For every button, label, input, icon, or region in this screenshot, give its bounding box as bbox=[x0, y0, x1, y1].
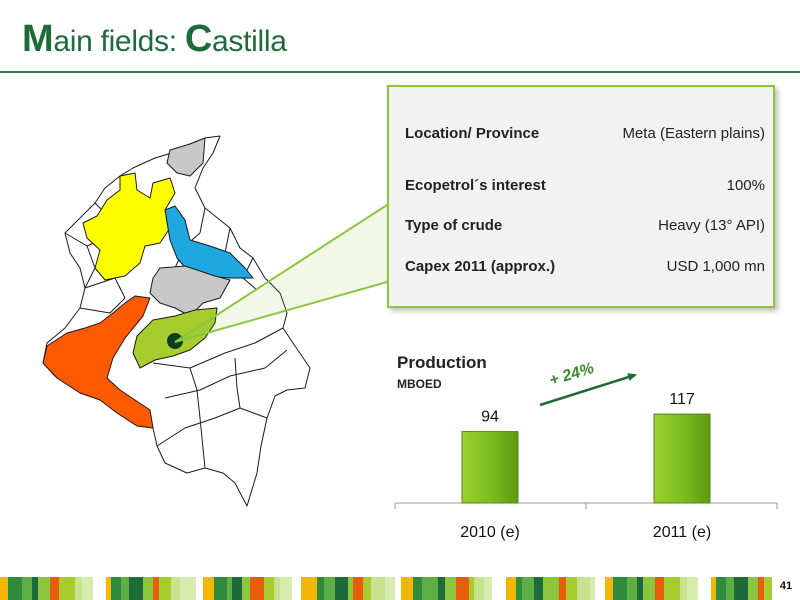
production-bar-0 bbox=[461, 431, 519, 504]
info-label-interest: Ecopetrol´s interest bbox=[405, 177, 546, 194]
info-value-interest: 100% bbox=[726, 177, 765, 194]
title-divider bbox=[0, 71, 800, 73]
callout-line-bottom bbox=[174, 281, 388, 343]
bar-value-label-1: 117 bbox=[669, 391, 695, 408]
production-title: Production bbox=[397, 353, 487, 372]
growth-arrow bbox=[539, 373, 637, 407]
production-bar-chart: 94 2010 (e) 117 2011 (e) + 24% bbox=[394, 360, 778, 541]
info-row-crude: Type of crude Heavy (13° API) bbox=[405, 217, 765, 234]
region-gray-north bbox=[166, 137, 206, 177]
page-number: 41 bbox=[779, 580, 793, 592]
info-row-capex: Capex 2011 (approx.) USD 1,000 mn bbox=[405, 258, 765, 275]
info-row-interest: Ecopetrol´s interest 100% bbox=[405, 177, 765, 194]
footer-color-strip bbox=[0, 577, 772, 600]
category-label-0: 2010 (e) bbox=[460, 524, 520, 541]
growth-label: + 24% bbox=[547, 360, 596, 390]
info-label-capex: Capex 2011 (approx.) bbox=[405, 258, 556, 275]
region-orange bbox=[42, 295, 154, 429]
colombia-map bbox=[42, 135, 311, 507]
callout-line-top bbox=[174, 204, 388, 343]
info-label-location: Location/ Province bbox=[405, 125, 540, 142]
title-second-letter: C bbox=[184, 18, 212, 60]
region-yellow bbox=[82, 172, 176, 281]
info-row-location: Location/ Province Meta (Eastern plains) bbox=[405, 125, 765, 142]
info-value-location: Meta (Eastern plains) bbox=[622, 125, 765, 142]
production-unit: MBOED bbox=[397, 377, 442, 391]
title-text-2: astilla bbox=[212, 25, 287, 58]
title-first-letter: M bbox=[22, 18, 54, 60]
region-blue bbox=[164, 205, 254, 279]
info-value-crude: Heavy (13° API) bbox=[658, 217, 765, 234]
info-label-crude: Type of crude bbox=[405, 217, 503, 234]
production-bar-1 bbox=[653, 413, 711, 504]
bar-value-label-0: 94 bbox=[481, 409, 499, 426]
title-text-1: ain fields: bbox=[53, 25, 185, 58]
field-info-box: Location/ Province Meta (Eastern plains) … bbox=[387, 85, 775, 308]
page-title: Main fields: Castilla bbox=[22, 18, 287, 61]
info-value-capex: USD 1,000 mn bbox=[666, 258, 765, 275]
category-label-1: 2011 (e) bbox=[653, 524, 711, 541]
